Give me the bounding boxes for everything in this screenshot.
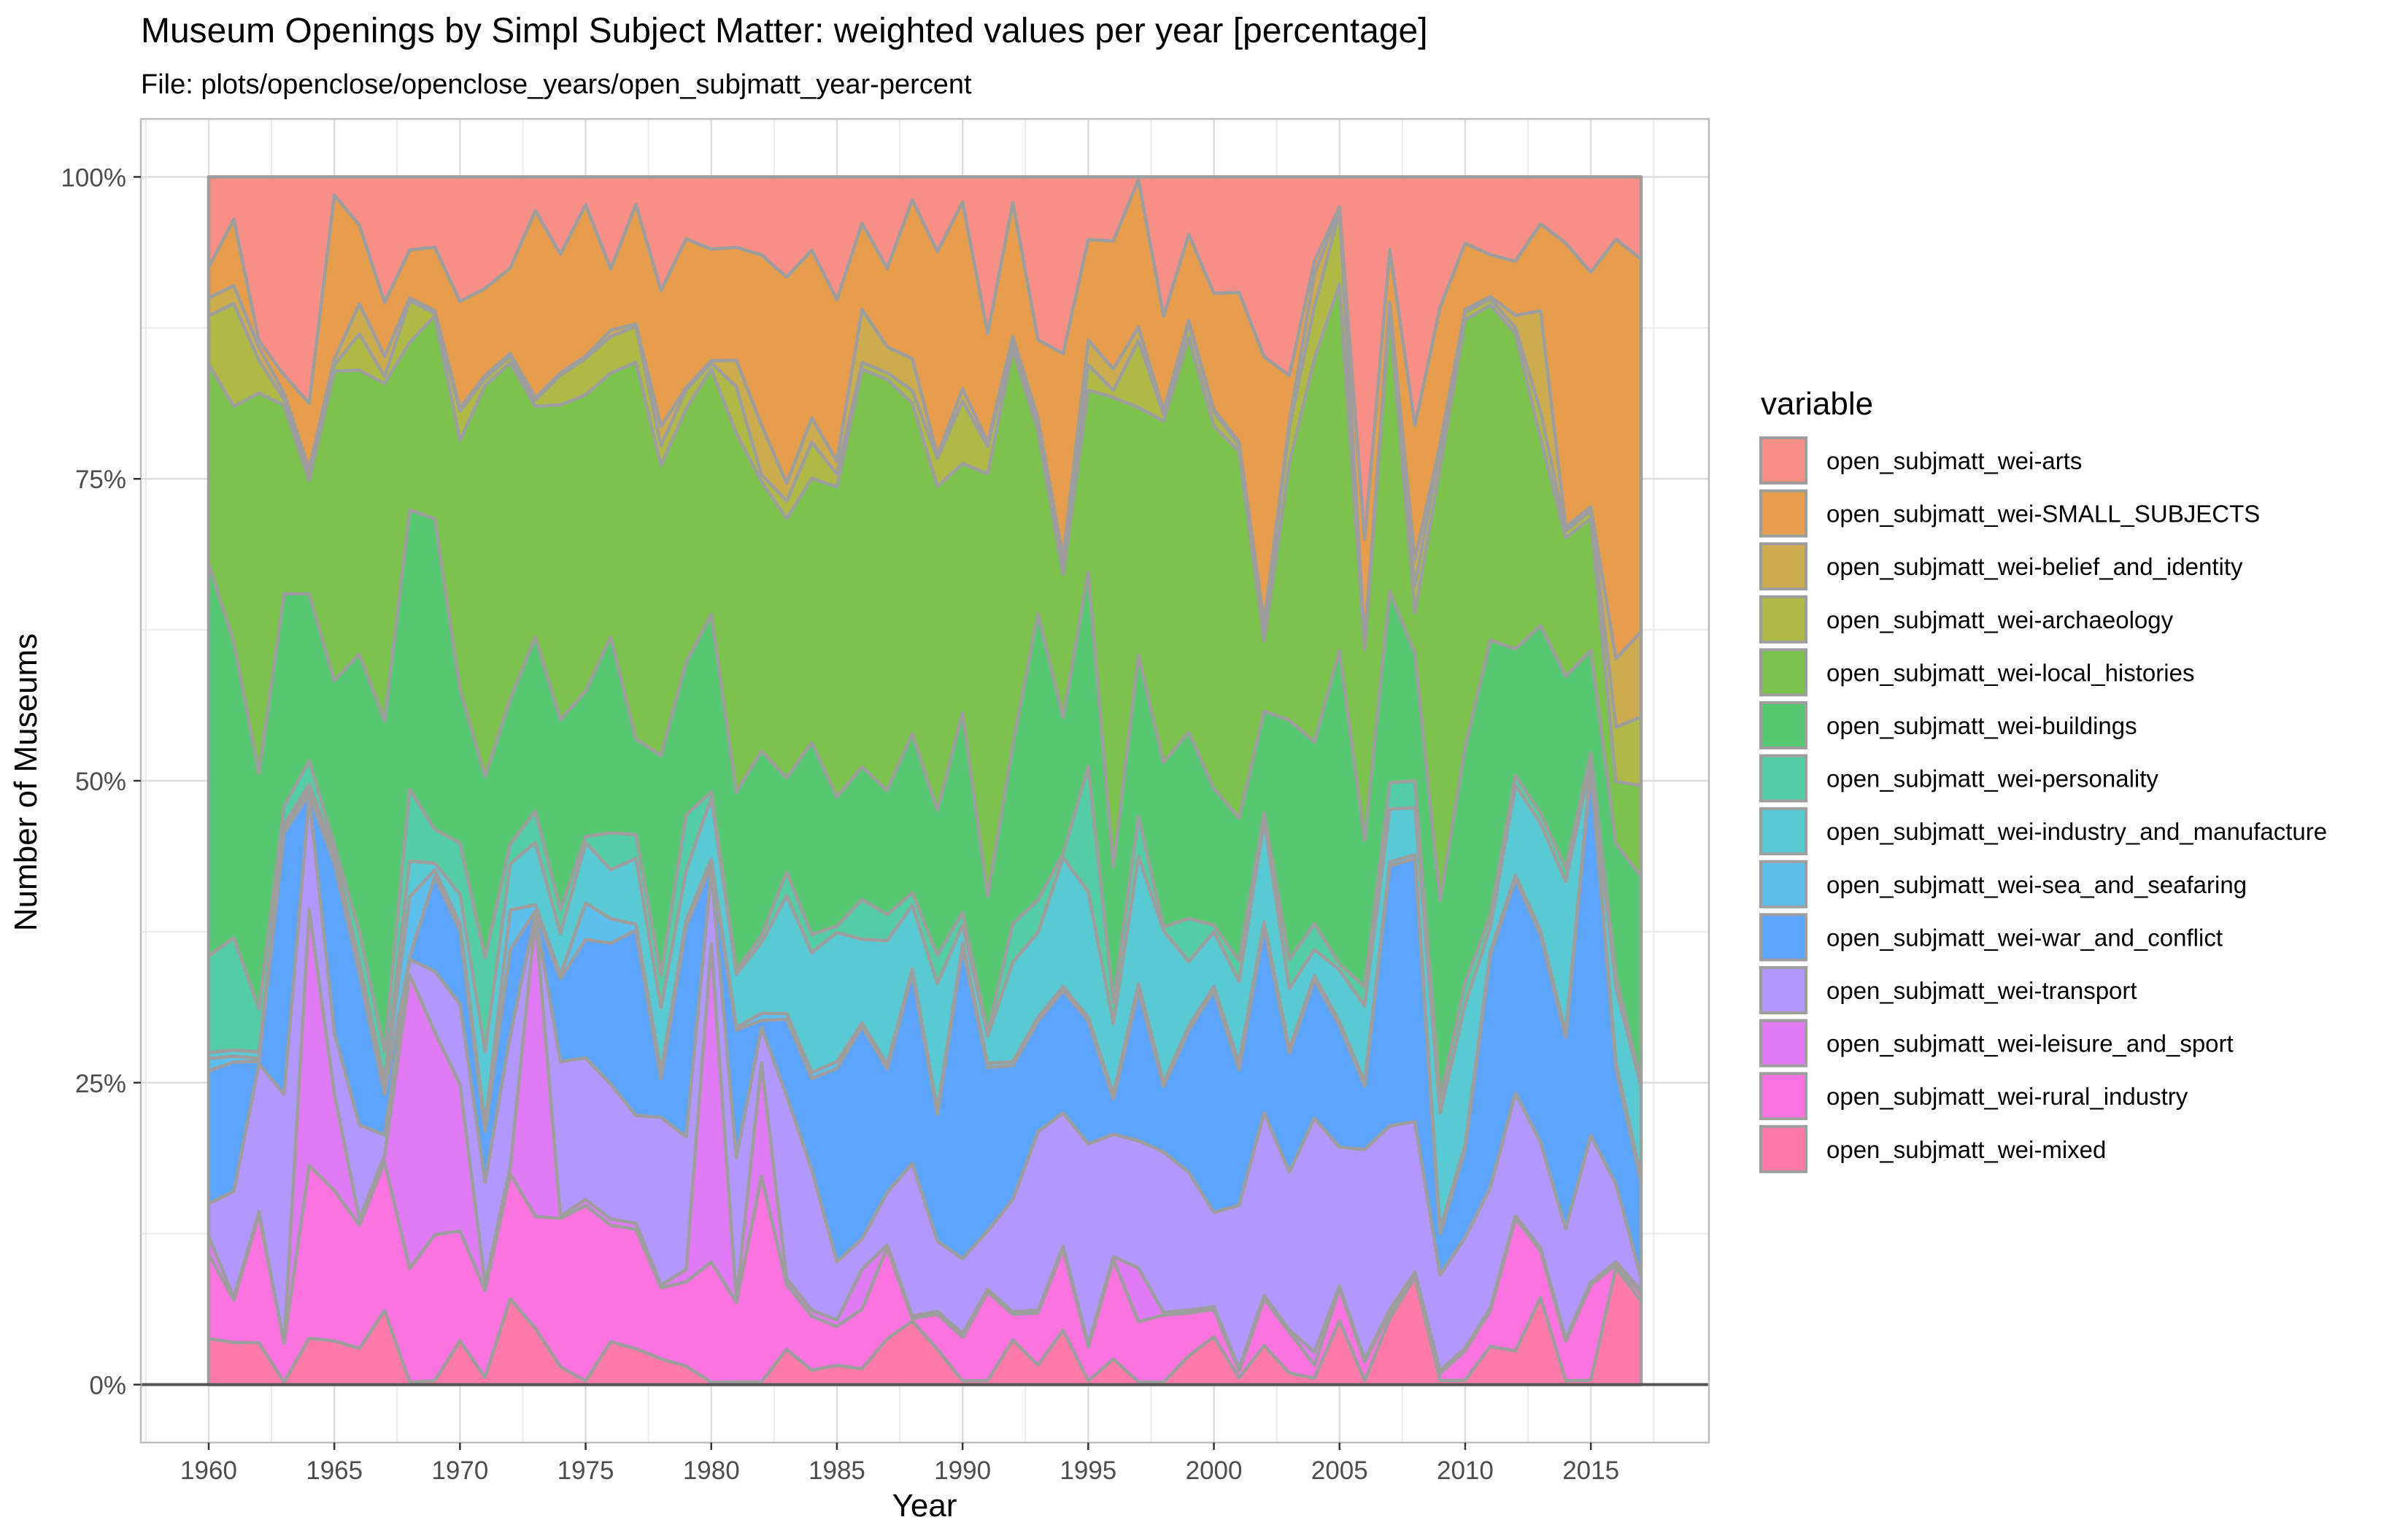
chart-subtitle: File: plots/openclose/openclose_years/op… xyxy=(141,69,972,100)
legend-items: open_subjmatt_wei-arts open_subjmatt_wei-… xyxy=(1759,436,2327,1173)
area-layer xyxy=(207,175,1643,1386)
legend-swatch xyxy=(1759,1072,1807,1121)
x-tick-label: 1970 xyxy=(431,1456,488,1485)
legend-label: open_subjmatt_wei-leisure_and_sport xyxy=(1826,1030,2234,1057)
legend-item: open_subjmatt_wei-personality xyxy=(1759,754,2158,803)
legend-swatch xyxy=(1759,1019,1807,1068)
legend-swatch xyxy=(1759,542,1807,591)
x-tick-label: 2010 xyxy=(1437,1456,1494,1485)
chart-title: Museum Openings by Simpl Subject Matter:… xyxy=(141,12,1428,50)
y-tick-label: 50% xyxy=(75,768,126,796)
legend-label: open_subjmatt_wei-belief_and_identity xyxy=(1826,553,2243,580)
x-tick-label: 1965 xyxy=(306,1456,363,1485)
legend-item: open_subjmatt_wei-buildings xyxy=(1759,701,2137,749)
x-tick-label: 1985 xyxy=(809,1456,865,1485)
legend-swatch xyxy=(1759,595,1807,644)
legend-label: open_subjmatt_wei-mixed xyxy=(1826,1136,2106,1163)
y-axis-title: Number of Museums xyxy=(8,633,44,931)
legend-item: open_subjmatt_wei-war_and_conflict xyxy=(1759,913,2223,962)
y-tick-label: 100% xyxy=(61,163,126,192)
axis-layer: 0% 25% 50% 75% 100% 1960 1965 1970 1975 1980 1985 1… xyxy=(61,117,1710,1485)
legend-item: open_subjmatt_wei-archaeology xyxy=(1759,595,2174,644)
x-tick-label: 2015 xyxy=(1562,1456,1619,1485)
legend-item: open_subjmatt_wei-sea_and_seafaring xyxy=(1759,860,2247,908)
legend-label: open_subjmatt_wei-buildings xyxy=(1826,712,2137,739)
legend-label: open_subjmatt_wei-personality xyxy=(1826,765,2158,792)
legend-item: open_subjmatt_wei-mixed xyxy=(1759,1124,2106,1173)
x-axis-title: Year xyxy=(892,1488,957,1524)
area-series-arts xyxy=(207,175,1643,541)
legend-label: open_subjmatt_wei-industry_and_manufactu… xyxy=(1826,818,2327,845)
legend-swatch xyxy=(1759,436,1807,485)
y-tick-label: 25% xyxy=(75,1070,126,1098)
legend-swatch xyxy=(1759,754,1807,803)
legend-label: open_subjmatt_wei-war_and_conflict xyxy=(1826,924,2223,951)
legend-label: open_subjmatt_wei-arts xyxy=(1826,447,2082,474)
legend: variable open_subjmatt_wei-artsopen_subj… xyxy=(1759,386,2327,1173)
legend-item: open_subjmatt_wei-local_histories xyxy=(1759,648,2194,697)
legend-label: open_subjmatt_wei-archaeology xyxy=(1826,606,2174,633)
legend-label: open_subjmatt_wei-transport xyxy=(1826,977,2137,1004)
legend-item: open_subjmatt_wei-rural_industry xyxy=(1759,1072,2188,1121)
x-tick-label: 1960 xyxy=(180,1456,237,1485)
legend-swatch xyxy=(1759,1124,1807,1173)
legend-label: open_subjmatt_wei-SMALL_SUBJECTS xyxy=(1826,501,2260,528)
y-tick-label: 0% xyxy=(89,1372,126,1400)
legend-item: open_subjmatt_wei-industry_and_manufactu… xyxy=(1759,807,2327,856)
legend-swatch xyxy=(1759,913,1807,962)
legend-item: open_subjmatt_wei-SMALL_SUBJECTS xyxy=(1759,489,2260,538)
legend-title: variable xyxy=(1761,386,1873,422)
legend-swatch xyxy=(1759,966,1807,1014)
legend-label: open_subjmatt_wei-local_histories xyxy=(1826,659,2194,686)
legend-item: open_subjmatt_wei-transport xyxy=(1759,966,2137,1014)
legend-item: open_subjmatt_wei-arts xyxy=(1759,436,2082,485)
legend-swatch xyxy=(1759,860,1807,908)
legend-swatch xyxy=(1759,807,1807,856)
x-tick-label: 2005 xyxy=(1311,1456,1368,1485)
legend-swatch xyxy=(1759,648,1807,697)
y-tick-label: 75% xyxy=(75,466,126,494)
legend-item: open_subjmatt_wei-belief_and_identity xyxy=(1759,542,2243,591)
legend-swatch xyxy=(1759,489,1807,538)
legend-label: open_subjmatt_wei-sea_and_seafaring xyxy=(1826,871,2247,898)
legend-item: open_subjmatt_wei-leisure_and_sport xyxy=(1759,1019,2234,1068)
x-tick-label: 1980 xyxy=(683,1456,740,1485)
x-tick-label: 1995 xyxy=(1060,1456,1116,1485)
x-tick-label: 1990 xyxy=(934,1456,991,1485)
x-tick-label: 1975 xyxy=(557,1456,614,1485)
legend-swatch xyxy=(1759,701,1807,749)
legend-label: open_subjmatt_wei-rural_industry xyxy=(1826,1083,2188,1110)
x-tick-label: 2000 xyxy=(1186,1456,1243,1485)
